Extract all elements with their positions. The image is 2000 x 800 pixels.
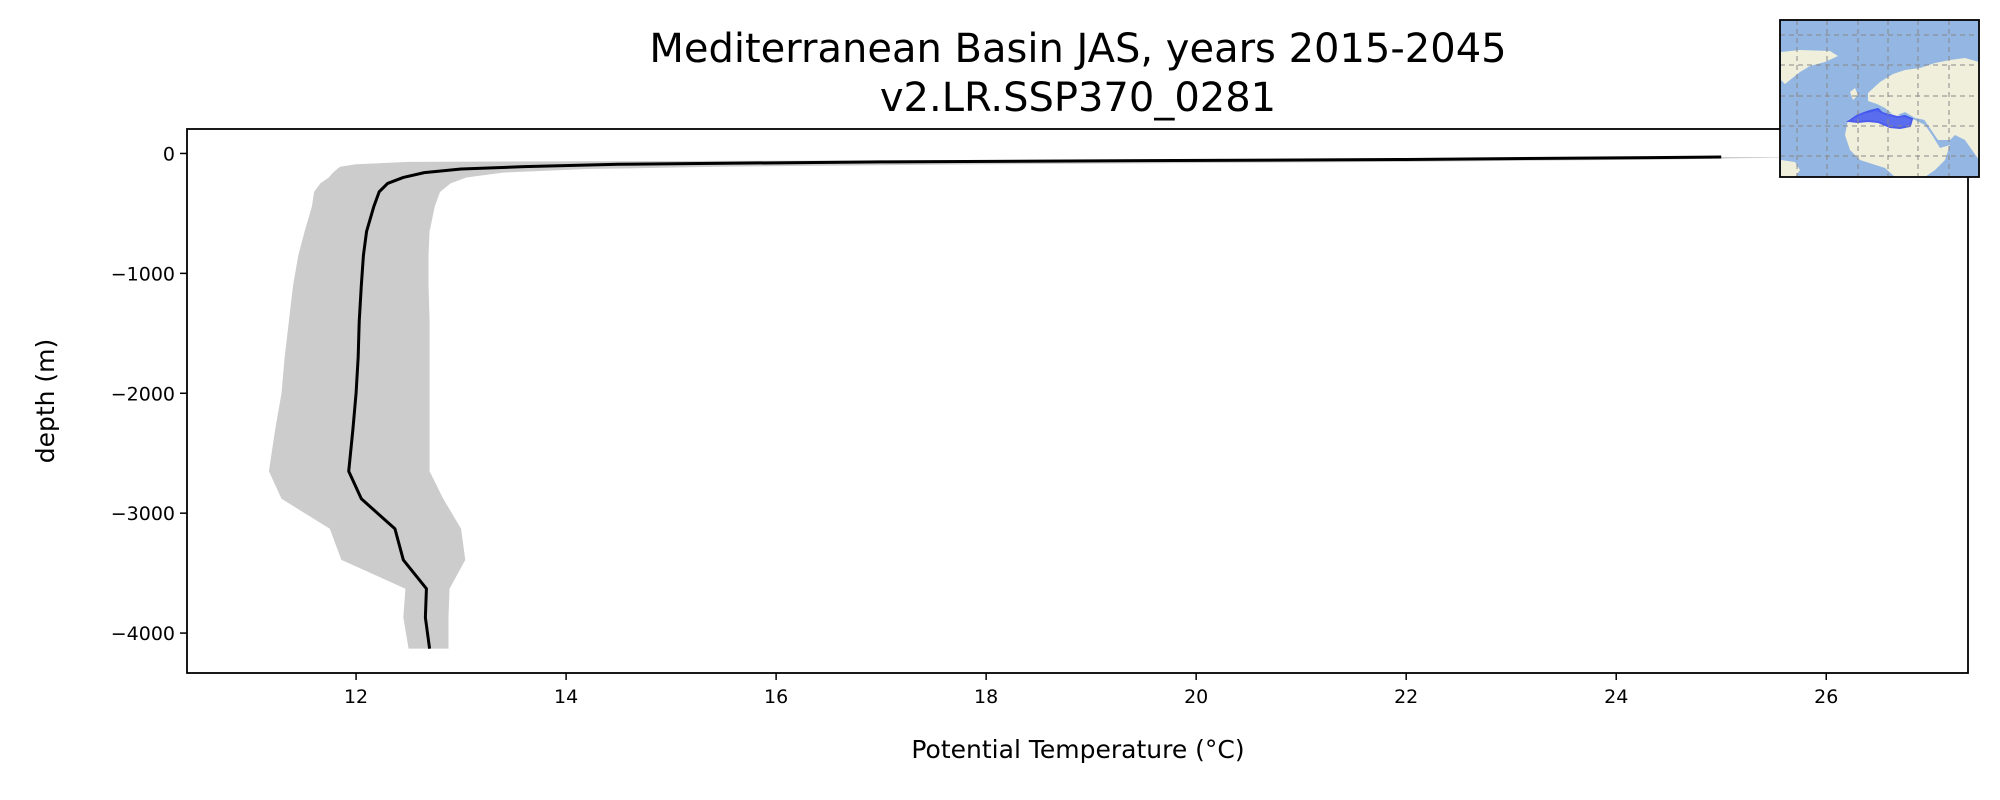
x-tick-label: 18 bbox=[974, 686, 998, 708]
x-axis-label: Potential Temperature (°C) bbox=[911, 735, 1244, 764]
map-land-uk bbox=[1850, 88, 1858, 100]
axes-frame bbox=[186, 128, 1969, 674]
plot-area bbox=[268, 155, 1806, 649]
region-map-inset bbox=[1779, 19, 1980, 178]
map-land-america bbox=[1781, 160, 1800, 177]
y-axis: 0 −1000 −2000 −3000 −4000 bbox=[111, 143, 187, 645]
map-land-greenland bbox=[1781, 50, 1838, 84]
x-tick-label: 14 bbox=[554, 686, 578, 708]
y-axis-label: depth (m) bbox=[31, 339, 60, 464]
y-tick-label: −2000 bbox=[111, 383, 175, 405]
chart-title-line1: Mediterranean Basin JAS, years 2015-2045 bbox=[649, 26, 1506, 72]
x-tick-label: 16 bbox=[764, 686, 788, 708]
y-tick-label: −3000 bbox=[111, 503, 175, 525]
x-axis: 12 14 16 18 20 22 24 26 bbox=[344, 673, 1838, 708]
x-tick-label: 26 bbox=[1814, 686, 1838, 708]
y-tick-label: 0 bbox=[163, 143, 175, 165]
chart-title-line2: v2.LR.SSP370_0281 bbox=[880, 75, 1276, 121]
y-tick-label: −4000 bbox=[111, 623, 175, 645]
map-gridlines bbox=[1780, 20, 1979, 177]
spread-band bbox=[268, 157, 1806, 649]
map-land-arabia bbox=[1923, 118, 1960, 140]
x-tick-label: 22 bbox=[1394, 686, 1418, 708]
x-tick-label: 12 bbox=[344, 686, 368, 708]
x-tick-label: 24 bbox=[1604, 686, 1628, 708]
y-tick-label: −1000 bbox=[111, 263, 175, 285]
map-frame bbox=[1779, 19, 1980, 178]
map-land-africa bbox=[1845, 112, 1950, 177]
mean-profile-line bbox=[347, 155, 1722, 649]
map-mediterranean-region bbox=[1846, 107, 1914, 130]
map-land-eurasia bbox=[1868, 58, 1979, 160]
x-tick-label: 20 bbox=[1184, 686, 1208, 708]
